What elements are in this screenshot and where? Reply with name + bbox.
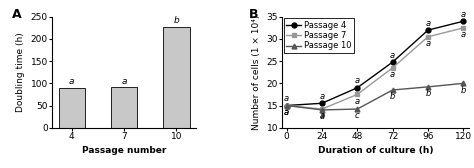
Text: b: b bbox=[173, 16, 179, 25]
Text: a: a bbox=[319, 112, 325, 120]
Passage 10 bbox=[461, 82, 466, 84]
Text: a: a bbox=[426, 19, 430, 28]
Text: a: a bbox=[284, 94, 289, 103]
Text: a: a bbox=[355, 97, 360, 106]
Text: a: a bbox=[319, 92, 325, 101]
Passage 7 bbox=[461, 27, 466, 29]
Text: b: b bbox=[425, 89, 431, 98]
Line: Passage 4: Passage 4 bbox=[284, 19, 466, 108]
Line: Passage 10: Passage 10 bbox=[284, 81, 466, 112]
Text: a: a bbox=[284, 108, 289, 117]
Passage 4 bbox=[390, 61, 395, 63]
Passage 7 bbox=[319, 108, 325, 110]
Bar bbox=[164, 27, 190, 128]
Bar bbox=[59, 88, 85, 128]
Text: a: a bbox=[355, 76, 360, 85]
Passage 4 bbox=[319, 102, 325, 104]
Legend: Passage 4, Passage 7, Passage 10: Passage 4, Passage 7, Passage 10 bbox=[284, 18, 354, 53]
Text: a: a bbox=[426, 39, 430, 48]
Text: a: a bbox=[461, 10, 466, 19]
Text: a: a bbox=[69, 77, 74, 86]
Passage 7 bbox=[284, 104, 290, 107]
X-axis label: Passage number: Passage number bbox=[82, 146, 166, 155]
Passage 7 bbox=[390, 67, 395, 69]
Passage 4 bbox=[461, 20, 466, 22]
Passage 7 bbox=[425, 36, 431, 38]
Y-axis label: Number of cells (1 × 10⁴): Number of cells (1 × 10⁴) bbox=[252, 15, 261, 130]
Bar bbox=[111, 87, 137, 128]
Text: a: a bbox=[461, 30, 466, 39]
Passage 4 bbox=[425, 29, 431, 31]
Text: a: a bbox=[390, 51, 395, 60]
Text: b: b bbox=[461, 86, 466, 95]
Text: a: a bbox=[121, 77, 127, 86]
Text: a: a bbox=[284, 108, 289, 117]
Text: B: B bbox=[248, 8, 258, 21]
Text: c: c bbox=[355, 112, 360, 120]
Y-axis label: Doubling time (h): Doubling time (h) bbox=[16, 32, 25, 112]
Passage 10 bbox=[425, 86, 431, 88]
Text: a: a bbox=[390, 70, 395, 79]
Passage 10 bbox=[319, 109, 325, 111]
Line: Passage 7: Passage 7 bbox=[284, 26, 466, 112]
Passage 10 bbox=[355, 108, 360, 110]
Passage 10 bbox=[390, 89, 395, 91]
Passage 10 bbox=[284, 104, 290, 107]
X-axis label: Duration of culture (h): Duration of culture (h) bbox=[318, 146, 433, 155]
Passage 7 bbox=[355, 93, 360, 95]
Text: A: A bbox=[12, 8, 21, 21]
Text: a: a bbox=[319, 112, 325, 121]
Passage 4 bbox=[284, 104, 290, 107]
Passage 4 bbox=[355, 87, 360, 89]
Text: b: b bbox=[390, 92, 395, 101]
